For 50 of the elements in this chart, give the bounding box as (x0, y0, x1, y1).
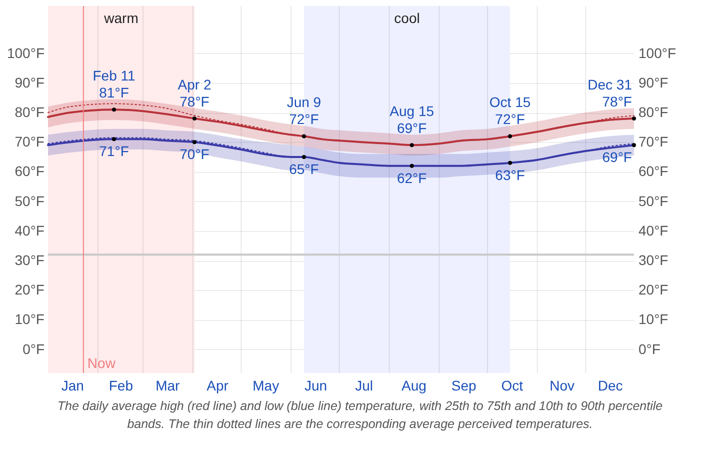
y-tick-label: 0°F (22, 340, 44, 357)
annotation: 63°F (495, 166, 525, 183)
y-tick-label: 20°F (14, 282, 44, 298)
annotation: Feb 11 81°F (92, 68, 136, 101)
y2-tick-label: 100°F (638, 44, 676, 61)
y2-tick-label: 0°F (638, 340, 660, 357)
y-tick-label: 30°F (14, 252, 44, 268)
x-tick-label: Nov (550, 378, 575, 394)
x-tick-label: Feb (108, 378, 134, 394)
annotation: 70°F (180, 146, 210, 162)
x-tick-label: Jan (61, 378, 84, 394)
x-tick-label: May (252, 378, 280, 394)
annotation: Apr 2 78°F (178, 76, 212, 110)
y-tick-label: 100°F (6, 44, 44, 61)
annotation: Jun 9 72°F (286, 94, 322, 128)
x-tick-label: Oct (501, 378, 524, 394)
x-tick-label: Dec (598, 378, 623, 394)
y-tick-label: 90°F (14, 74, 44, 90)
annotation: Aug 15 69°F (390, 103, 434, 136)
y2-tick-label: 10°F (638, 311, 668, 328)
y-tick-label: 80°F (14, 104, 44, 120)
y2-tick-label: 50°F (638, 192, 668, 209)
annotation: 65°F (289, 160, 319, 177)
y2-tick-label: 40°F (638, 222, 668, 238)
ref-line-label: Now (87, 355, 116, 371)
y2-tick-label: 30°F (638, 252, 668, 268)
annotation: 62°F (396, 170, 427, 186)
y-tick-label: 10°F (14, 311, 44, 328)
x-tick-label: Aug (401, 378, 426, 394)
y2-tick-label: 70°F (638, 134, 668, 150)
x-tick-label: Mar (156, 378, 180, 394)
y2-tick-label: 60°F (638, 163, 668, 180)
annotation: Dec 31 78°F (588, 76, 632, 110)
annotation: 69°F (602, 149, 632, 166)
y-tick-label: 50°F (14, 192, 44, 209)
x-tick-label: Sep (451, 378, 477, 394)
annotation: Oct 15 72°F (489, 94, 531, 128)
y-tick-label: 70°F (14, 134, 44, 150)
x-tick-label: Jul (355, 378, 373, 394)
y-tick-label: 60°F (14, 163, 44, 180)
y2-tick-label: 80°F (638, 104, 668, 120)
y-tick-label: 40°F (14, 222, 44, 238)
band-label: warm (103, 10, 138, 26)
band-label: cool (394, 10, 420, 26)
x-tick-label: Apr (206, 378, 229, 394)
text: The daily average high (red line) and low (blue line) temperature, with 25th to 75th and 10th to 90th percentile bands. The thin dotted lines are the corresponding average perceived temperatures. (56, 398, 664, 434)
annotation: 71°F (99, 143, 129, 160)
x-tick-label: Jun (304, 378, 328, 394)
y2-tick-label: 90°F (638, 74, 668, 90)
y2-tick-label: 20°F (638, 282, 668, 298)
